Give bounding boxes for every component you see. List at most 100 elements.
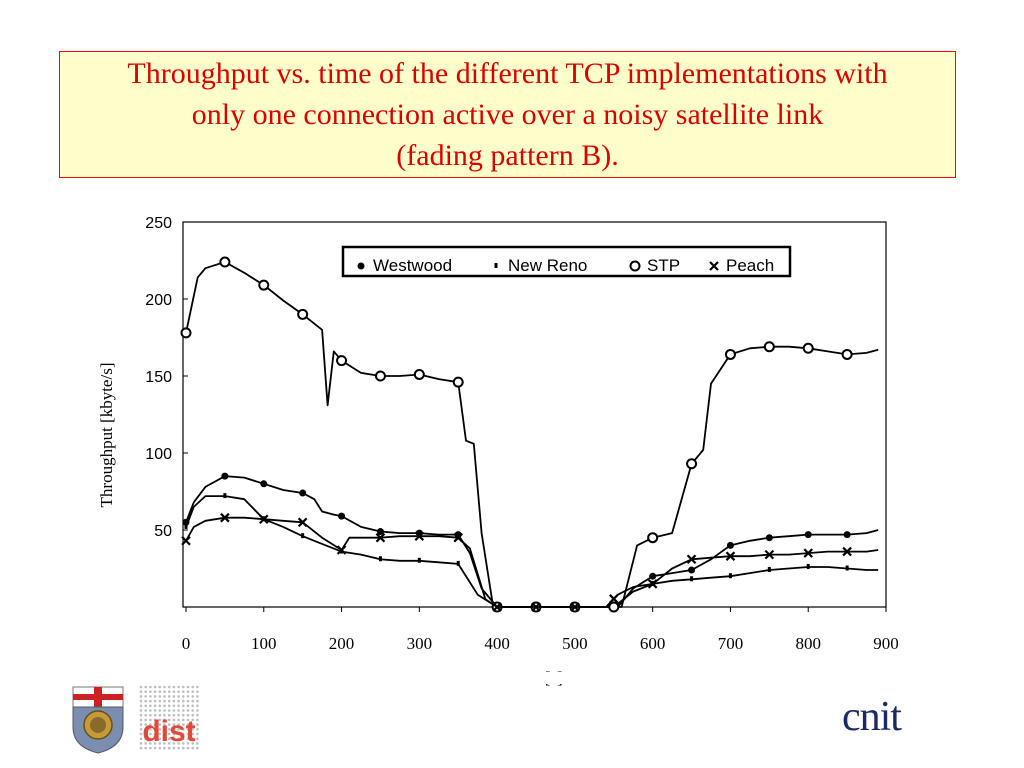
dist-logo-dot bbox=[172, 737, 176, 740]
dist-logo-dot bbox=[158, 746, 162, 750]
dist-logo-dot bbox=[186, 685, 190, 689]
dist-logo-dot bbox=[144, 723, 147, 726]
slide-title: Throughput vs. time of the different TCP… bbox=[117, 53, 897, 176]
plot-area-frame bbox=[182, 221, 887, 608]
dist-logo-dot bbox=[144, 718, 147, 722]
dist-logo-dot bbox=[153, 746, 157, 750]
dist-logo-dot bbox=[144, 695, 147, 698]
dist-logo-dot bbox=[172, 718, 176, 722]
dist-logo-dot bbox=[158, 685, 162, 689]
dist-logo-dot bbox=[167, 699, 171, 703]
dist-logo-dot bbox=[196, 713, 199, 717]
dist-logo-dot bbox=[167, 723, 171, 726]
dist-logo-dot bbox=[186, 718, 190, 722]
peach-point bbox=[414, 531, 425, 541]
dist-logo-dot bbox=[163, 685, 166, 689]
dist-logo-dot bbox=[158, 732, 162, 736]
dist-logo-dot bbox=[167, 746, 171, 750]
dist-logo-dot bbox=[167, 742, 171, 745]
x-tick-label: 0 bbox=[182, 634, 191, 653]
dist-logo-dot bbox=[172, 742, 176, 745]
peach-point bbox=[842, 546, 852, 557]
dist-logo-dot bbox=[139, 690, 143, 693]
legend-label-new-reno: New Reno bbox=[508, 256, 587, 275]
dist-logo-dot bbox=[191, 704, 194, 708]
peach-point bbox=[220, 512, 230, 523]
dist-logo-dot bbox=[182, 723, 185, 726]
westwood-point bbox=[843, 531, 851, 539]
peach-point bbox=[181, 536, 191, 546]
dist-logo-dot bbox=[144, 742, 147, 745]
dist-logo-dot bbox=[163, 718, 166, 722]
dist-logo-dot bbox=[172, 713, 176, 717]
y-tick-label: 100 bbox=[145, 446, 172, 463]
dist-logo-dot bbox=[144, 746, 147, 750]
stp-point bbox=[608, 601, 620, 613]
dist-logo-dot bbox=[196, 704, 199, 708]
dist-logo-dot bbox=[149, 732, 152, 736]
dist-logo-dot bbox=[139, 709, 143, 712]
dist-logo-dot bbox=[163, 728, 166, 731]
dist-logo-dot bbox=[186, 746, 190, 750]
new-reno-point bbox=[184, 523, 188, 529]
dist-logo-dot bbox=[191, 732, 194, 736]
dist-logo-dot bbox=[149, 695, 152, 698]
westwood-point bbox=[299, 489, 307, 497]
dist-logo-dot bbox=[167, 709, 171, 712]
x-tick-label: 100 bbox=[251, 634, 277, 653]
dist-logo-dot bbox=[149, 713, 152, 717]
dist-logo-dot bbox=[149, 690, 152, 693]
dist-logo-dot bbox=[144, 690, 147, 693]
title-line-1: Throughput vs. time of the different TCP… bbox=[127, 57, 888, 90]
dist-logo-dot bbox=[191, 718, 194, 722]
westwood-point bbox=[804, 531, 812, 539]
dist-logo-dot bbox=[182, 709, 185, 712]
westwood-point bbox=[221, 472, 229, 480]
peach-legend-point bbox=[709, 261, 719, 271]
dist-logo-dot bbox=[191, 690, 194, 693]
westwood-point bbox=[649, 572, 657, 580]
dist-logo-dot bbox=[144, 709, 147, 712]
stp-legend-point bbox=[629, 260, 641, 272]
throughput-chart: 0 100 200 300 400 500 600 700 800 900 50 100 150 200 2… bbox=[97, 215, 899, 687]
dist-logo-dot bbox=[172, 690, 176, 693]
xlabel-clip-mask bbox=[180, 672, 610, 684]
dist-logo-dot bbox=[153, 709, 157, 712]
dist-logo-dot bbox=[186, 737, 190, 740]
peach-point bbox=[609, 594, 619, 604]
dist-logo-dot bbox=[196, 695, 199, 698]
new-reno-point bbox=[767, 567, 771, 573]
dist-logo-dot bbox=[186, 742, 190, 745]
dist-logo-dot bbox=[158, 737, 162, 740]
title-line-3: (fading pattern B). bbox=[396, 139, 619, 172]
y-tick-label: 200 bbox=[145, 292, 172, 309]
dist-logo-dot bbox=[163, 699, 166, 703]
stp-point bbox=[841, 348, 853, 360]
cnit-logo: cnit bbox=[842, 694, 902, 740]
dist-logo-dot bbox=[139, 718, 143, 722]
dist-logo-dot bbox=[196, 742, 199, 745]
dist-logo-dot bbox=[191, 695, 194, 698]
series-layer bbox=[180, 256, 879, 613]
dist-logo-dot bbox=[153, 723, 157, 726]
new-reno-point bbox=[845, 565, 849, 571]
dist-logo-dot bbox=[139, 737, 143, 740]
stp-point bbox=[802, 342, 814, 354]
dist-logo-dot bbox=[196, 728, 199, 731]
dist-logo-dot bbox=[139, 695, 143, 698]
university-crest-logo bbox=[72, 686, 124, 754]
dist-logo-dot bbox=[153, 695, 157, 698]
y-tick-label: 150 bbox=[145, 369, 172, 386]
stp-point bbox=[180, 327, 192, 339]
new-reno-point bbox=[378, 556, 382, 562]
dist-logo-dot bbox=[149, 737, 152, 740]
dist-logo-dot bbox=[177, 723, 180, 726]
dist-logo-dot bbox=[144, 737, 147, 740]
x-tick-label: 600 bbox=[640, 634, 666, 653]
dist-logo-dot bbox=[196, 746, 199, 750]
y-tick-label: 50 bbox=[154, 523, 172, 540]
dist-logo-dot bbox=[149, 704, 152, 708]
dist-logo-dot bbox=[196, 685, 199, 689]
peach-point bbox=[686, 554, 697, 565]
dist-logo-dot bbox=[144, 704, 147, 708]
